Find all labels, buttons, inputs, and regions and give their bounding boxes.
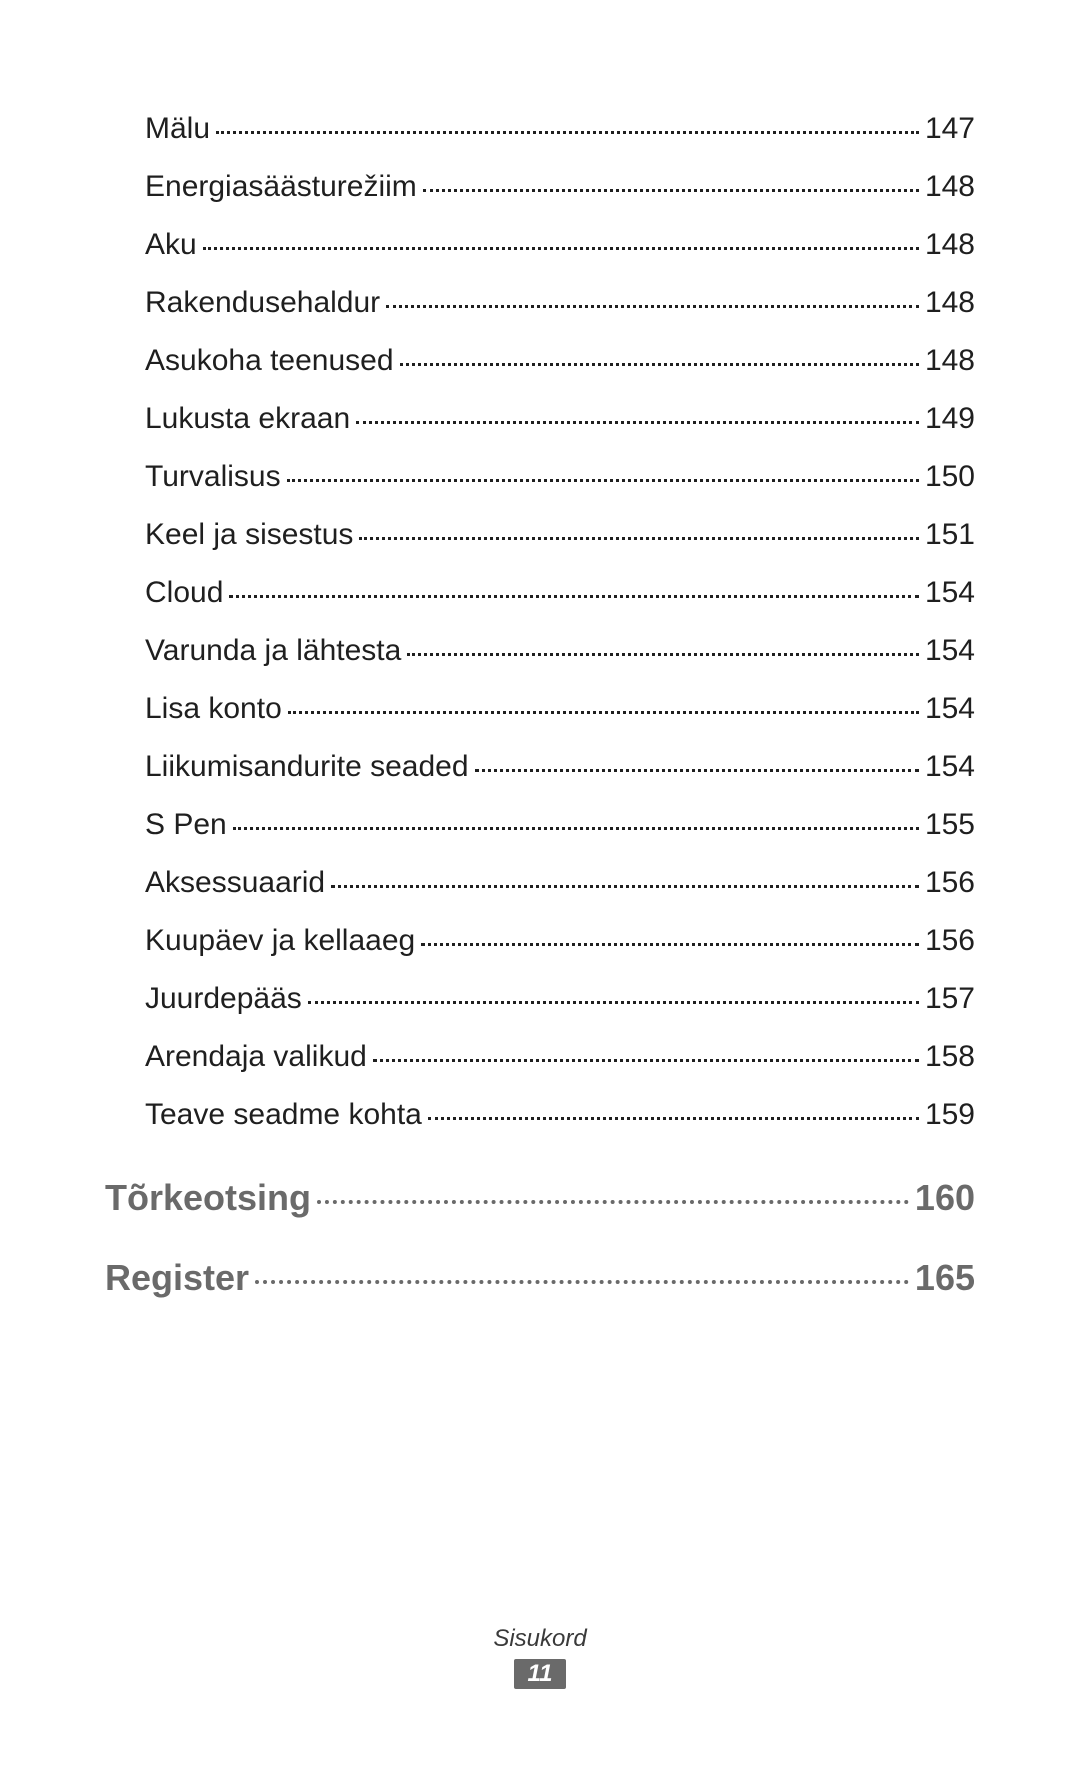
toc-dot-leader — [331, 885, 919, 888]
toc-entry: Aksessuaarid 156 — [145, 859, 975, 907]
toc-dot-leader — [203, 247, 919, 250]
toc-dot-leader — [475, 769, 919, 772]
toc-entry: Energiasäästurežiim 148 — [145, 163, 975, 211]
toc-section-page: 160 — [915, 1177, 975, 1219]
toc-entry: Lisa konto 154 — [145, 685, 975, 733]
toc-entry: Rakendusehaldur 148 — [145, 279, 975, 327]
toc-entry-page: 149 — [925, 395, 975, 443]
toc-dot-leader — [288, 711, 919, 714]
toc-entry: Aku 148 — [145, 221, 975, 269]
toc-entry-page: 151 — [925, 511, 975, 559]
toc-entry-page: 148 — [925, 221, 975, 269]
toc-entry: Kuupäev ja kellaaeg 156 — [145, 917, 975, 965]
toc-entry: Cloud 154 — [145, 569, 975, 617]
toc-dot-leader — [216, 131, 919, 134]
toc-entry-page: 150 — [925, 453, 975, 501]
toc-entry-label: Kuupäev ja kellaaeg — [145, 917, 415, 965]
toc-entry-label: Asukoha teenused — [145, 337, 394, 385]
toc-dot-leader — [287, 479, 919, 482]
toc-entry-label: Aksessuaarid — [145, 859, 325, 907]
toc-dot-leader — [407, 653, 919, 656]
toc-entry-page: 156 — [925, 917, 975, 965]
toc-dot-leader — [386, 305, 919, 308]
toc-entry-page: 156 — [925, 859, 975, 907]
toc-entry-page: 148 — [925, 279, 975, 327]
toc-entry-label: Cloud — [145, 569, 223, 617]
toc-entry-label: Arendaja valikud — [145, 1033, 367, 1081]
toc-entry-label: S Pen — [145, 801, 227, 849]
toc-section: Register 165 — [105, 1257, 975, 1299]
toc-entry-page: 154 — [925, 569, 975, 617]
page: Mälu 147 Energiasäästurežiim 148 Aku 148… — [0, 0, 1080, 1771]
toc-entry-page: 154 — [925, 743, 975, 791]
toc-entry: Lukusta ekraan 149 — [145, 395, 975, 443]
toc-entry-label: Rakendusehaldur — [145, 279, 380, 327]
toc-entry-page: 158 — [925, 1033, 975, 1081]
toc-entry-label: Turvalisus — [145, 453, 281, 501]
toc-entry-label: Lisa konto — [145, 685, 282, 733]
toc-entry-label: Mälu — [145, 105, 210, 153]
toc-entry-label: Keel ja sisestus — [145, 511, 353, 559]
toc-entry-page: 148 — [925, 163, 975, 211]
toc-entry: Turvalisus 150 — [145, 453, 975, 501]
toc-entry: Liikumisandurite seaded 154 — [145, 743, 975, 791]
toc-entry-page: 154 — [925, 627, 975, 675]
toc-entry-label: Energiasäästurežiim — [145, 163, 417, 211]
toc-entry-label: Varunda ja lähtesta — [145, 627, 401, 675]
toc-dot-leader — [421, 943, 919, 946]
toc-dot-leader — [373, 1059, 919, 1062]
toc-section: Tõrkeotsing 160 — [105, 1177, 975, 1219]
toc-dot-leader — [423, 189, 919, 192]
toc-entry-label: Aku — [145, 221, 197, 269]
toc-dot-leader — [317, 1200, 909, 1204]
toc-entry-page: 154 — [925, 685, 975, 733]
page-footer: Sisukord 11 — [0, 1625, 1080, 1689]
toc-entry-page: 157 — [925, 975, 975, 1023]
toc-dot-leader — [356, 421, 919, 424]
toc-entry: Keel ja sisestus 151 — [145, 511, 975, 559]
page-number-badge: 11 — [514, 1659, 567, 1689]
toc-section-label: Register — [105, 1257, 249, 1299]
toc-list: Mälu 147 Energiasäästurežiim 148 Aku 148… — [105, 105, 975, 1139]
toc-entry-page: 155 — [925, 801, 975, 849]
toc-entry-label: Lukusta ekraan — [145, 395, 350, 443]
toc-dot-leader — [400, 363, 919, 366]
toc-dot-leader — [428, 1117, 919, 1120]
toc-dot-leader — [308, 1001, 919, 1004]
toc-dot-leader — [229, 595, 919, 598]
toc-section-page: 165 — [915, 1257, 975, 1299]
toc-entry: Teave seadme kohta 159 — [145, 1091, 975, 1139]
toc-entry: Juurdepääs 157 — [145, 975, 975, 1023]
toc-entry: S Pen 155 — [145, 801, 975, 849]
toc-entry: Asukoha teenused 148 — [145, 337, 975, 385]
toc-entry-page: 148 — [925, 337, 975, 385]
footer-section-title: Sisukord — [0, 1625, 1080, 1653]
toc-entry-page: 147 — [925, 105, 975, 153]
toc-dot-leader — [233, 827, 919, 830]
toc-entry-label: Liikumisandurite seaded — [145, 743, 469, 791]
toc-section-label: Tõrkeotsing — [105, 1177, 311, 1219]
toc-entry-page: 159 — [925, 1091, 975, 1139]
toc-entry-label: Teave seadme kohta — [145, 1091, 422, 1139]
toc-entry: Varunda ja lähtesta 154 — [145, 627, 975, 675]
toc-dot-leader — [255, 1280, 909, 1284]
toc-entry: Arendaja valikud 158 — [145, 1033, 975, 1081]
toc-dot-leader — [359, 537, 919, 540]
toc-entry: Mälu 147 — [145, 105, 975, 153]
toc-entry-label: Juurdepääs — [145, 975, 302, 1023]
